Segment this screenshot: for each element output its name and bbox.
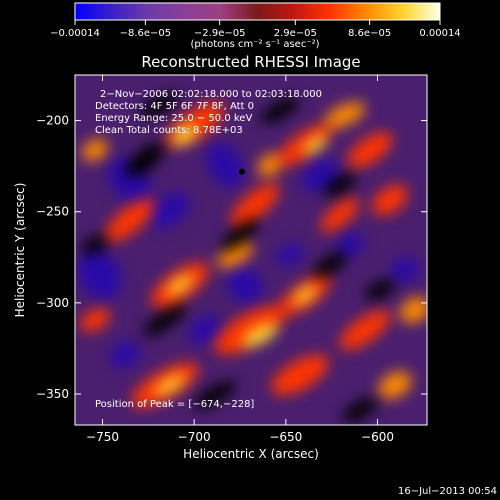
image-blob bbox=[220, 218, 260, 252]
y-tick-label: −250 bbox=[36, 205, 69, 219]
image-blob bbox=[143, 303, 187, 337]
image-blob bbox=[293, 285, 317, 305]
image-blob bbox=[214, 305, 286, 355]
colorbar-tick-label: 2.9e−05 bbox=[274, 28, 317, 39]
colorbar-tick-label: 0.00014 bbox=[419, 28, 460, 39]
y-axis: −200 −250 −300 −350 bbox=[36, 114, 427, 401]
image-blob bbox=[391, 257, 419, 283]
image-blob bbox=[347, 132, 393, 168]
image-blob bbox=[206, 142, 244, 188]
colorbar-tick-label: −0.00014 bbox=[50, 28, 100, 39]
image-blob bbox=[342, 397, 378, 423]
image-blob bbox=[301, 158, 339, 192]
image-blob bbox=[172, 124, 198, 146]
image-blob bbox=[277, 124, 333, 166]
image-blob bbox=[140, 92, 180, 118]
image-blob bbox=[81, 138, 109, 162]
image-blob bbox=[80, 308, 110, 332]
colorbar-scale bbox=[74, 2, 441, 21]
timestamp: 16−Jul−2013 00:54 bbox=[398, 486, 497, 497]
image-blob bbox=[216, 241, 254, 269]
image-blob bbox=[150, 192, 190, 228]
image-blob bbox=[227, 265, 263, 305]
image-blob bbox=[193, 381, 237, 409]
image-blob bbox=[399, 296, 427, 324]
annotation-line: Clean Total counts: 8.78E+03 bbox=[95, 125, 243, 136]
image-blob bbox=[242, 322, 278, 348]
y-tick-label: −200 bbox=[36, 114, 69, 128]
image-blob bbox=[188, 315, 222, 345]
image-blob bbox=[154, 374, 186, 396]
heatmap-image bbox=[75, 75, 427, 425]
x-tick-label: −700 bbox=[178, 430, 211, 444]
annotation-line: 2−Nov−2006 02:02:18.000 to 02:03:18.000 bbox=[100, 89, 322, 100]
image-blob bbox=[339, 310, 391, 350]
x-tick-label: −650 bbox=[269, 430, 302, 444]
x-tick-label: −600 bbox=[361, 430, 394, 444]
image-blob bbox=[271, 354, 329, 396]
image-blob bbox=[336, 232, 364, 258]
image-blob bbox=[78, 250, 122, 300]
annotation-line: Detectors: 4F 5F 6F 7F 8F, Att 0 bbox=[95, 101, 254, 112]
image-blob bbox=[257, 153, 283, 177]
colorbar: −0.00014 −8.6e−05 −2.9e−05 2.9e−05 8.6e−05 0.… bbox=[50, 2, 461, 50]
image-blob bbox=[365, 279, 395, 301]
colorbar-tick-label: −2.9e−05 bbox=[194, 28, 246, 39]
colorbar-tick-label: 8.6e−05 bbox=[348, 28, 391, 39]
x-axis: −750 −700 −650 −600 bbox=[86, 75, 394, 444]
annotation-line: Energy Range: 25.0 − 50.0 keV bbox=[95, 113, 252, 124]
y-axis-label: Heliocentric Y (arcsec) bbox=[13, 183, 27, 318]
peak-marker bbox=[238, 168, 245, 175]
image-blob bbox=[125, 142, 165, 178]
y-tick-label: −300 bbox=[36, 296, 69, 310]
x-tick-label: −750 bbox=[86, 430, 119, 444]
colorbar-ticks: −0.00014 −8.6e−05 −2.9e−05 2.9e−05 8.6e−05 0.… bbox=[50, 20, 461, 39]
image-blob bbox=[109, 341, 141, 369]
chart-title: Reconstructed RHESSI Image bbox=[141, 53, 360, 71]
image-blob bbox=[230, 183, 280, 227]
image-blob bbox=[276, 243, 304, 267]
image-blob bbox=[260, 97, 300, 124]
colorbar-unit-label: (photons cm⁻² s⁻¹ asec⁻²) bbox=[190, 39, 319, 50]
image-blob bbox=[312, 251, 348, 279]
y-tick-label: −350 bbox=[36, 387, 69, 401]
image-blob bbox=[323, 173, 357, 197]
colorbar-tick-label: −8.6e−05 bbox=[120, 28, 172, 39]
image-blob bbox=[372, 184, 408, 216]
peak-position-label: Position of Peak = [−674,−228] bbox=[95, 399, 254, 410]
image-blob bbox=[105, 198, 155, 242]
image-blob bbox=[303, 135, 327, 155]
image-blob bbox=[82, 235, 108, 255]
image-blob bbox=[324, 102, 366, 128]
image-blob bbox=[166, 274, 194, 296]
annotations: 2−Nov−2006 02:02:18.000 to 02:03:18.000D… bbox=[95, 89, 322, 136]
image-blob bbox=[378, 371, 412, 399]
x-axis-label: Heliocentric X (arcsec) bbox=[183, 447, 319, 461]
plot-frame bbox=[74, 74, 428, 426]
image-blob bbox=[320, 197, 360, 233]
